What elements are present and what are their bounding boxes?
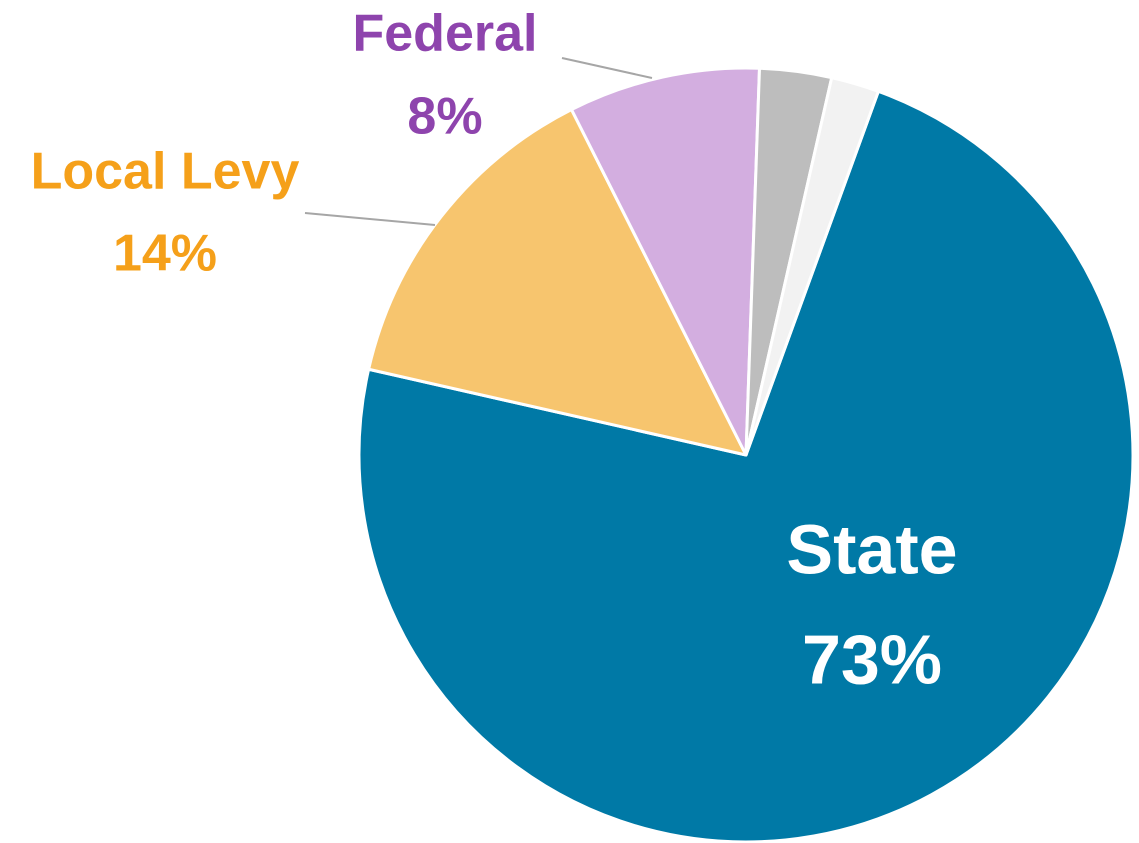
slice-label: State	[786, 510, 957, 588]
pie-slice	[357, 89, 1135, 843]
slice-label: Federal	[353, 5, 538, 63]
slice-label: Local Levy	[31, 143, 300, 201]
slice-value-label: 73%	[802, 620, 942, 698]
pie-slice	[570, 66, 762, 457]
slice-value-label: 8%	[407, 88, 482, 146]
pie-slice	[367, 108, 748, 457]
leader-line	[561, 57, 653, 79]
pie-slice	[744, 76, 880, 457]
slice-value-label: 14%	[113, 225, 217, 283]
leader-line	[304, 212, 436, 226]
